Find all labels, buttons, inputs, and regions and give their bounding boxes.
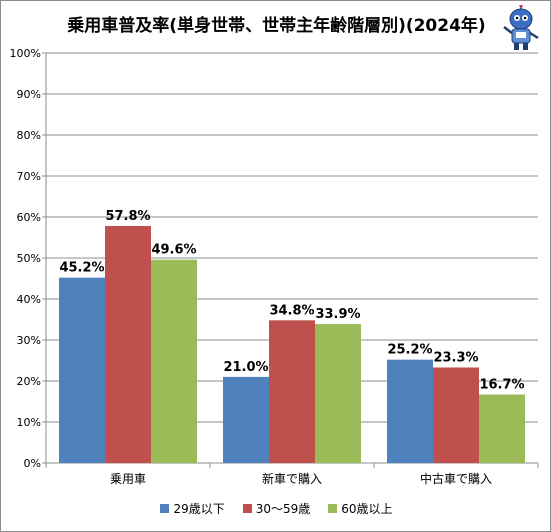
mascot-icon	[503, 5, 539, 50]
bar	[223, 376, 269, 463]
data-label: 33.9%	[315, 307, 360, 322]
data-label: 45.2%	[59, 261, 104, 276]
legend-item-30-59: 30～59歳	[242, 500, 311, 517]
y-tick-label: 60%	[17, 211, 41, 224]
y-tick-label: 70%	[17, 170, 41, 183]
legend-swatch	[160, 504, 170, 513]
bar	[387, 359, 433, 463]
data-label: 16.7%	[479, 378, 524, 393]
y-tick-label: 90%	[17, 88, 41, 101]
y-tick-label: 50%	[17, 252, 41, 265]
y-tick-label: 10%	[17, 416, 41, 429]
data-label: 49.6%	[151, 243, 196, 258]
data-label: 57.8%	[105, 209, 150, 224]
bar	[269, 320, 315, 463]
y-tick-label: 100%	[10, 47, 41, 60]
plot-area: 0% 10% 20% 30% 40% 50% 60% 70% 80% 90% 100% 45.2% 57…	[10, 47, 539, 486]
bar	[315, 324, 361, 463]
x-tick-label: 新車で購入	[262, 471, 322, 486]
chart-title: 乗用車普及率(単身世帯、世帯主年齢階層別)(2024年)	[67, 16, 486, 36]
data-label: 34.8%	[269, 303, 314, 318]
legend-label: 30～59歳	[255, 502, 311, 516]
legend-label: 29歳以下	[173, 502, 225, 516]
data-label: 21.0%	[223, 360, 268, 375]
bar	[105, 226, 151, 463]
y-tick-label: 0%	[24, 457, 41, 470]
legend-swatch	[242, 504, 252, 513]
data-label: 25.2%	[387, 343, 432, 358]
bar	[151, 259, 197, 463]
legend-item-60: 60歳以上	[328, 500, 393, 517]
y-tick-label: 30%	[17, 334, 41, 347]
data-label: 23.3%	[433, 350, 478, 365]
x-tick-label: 乗用車	[110, 472, 146, 486]
bar	[59, 277, 105, 463]
bar	[433, 367, 479, 463]
y-tick-label: 20%	[17, 375, 41, 388]
y-tick-label: 40%	[17, 293, 41, 306]
legend-item-29: 29歳以下	[160, 500, 225, 517]
bar	[479, 394, 525, 463]
legend-swatch	[328, 504, 338, 513]
legend-label: 60歳以上	[341, 502, 393, 516]
legend: 29歳以下 30～59歳 60歳以上	[1, 500, 551, 517]
x-tick-label: 中古車で購入	[420, 471, 492, 486]
y-tick-label: 80%	[17, 129, 41, 142]
